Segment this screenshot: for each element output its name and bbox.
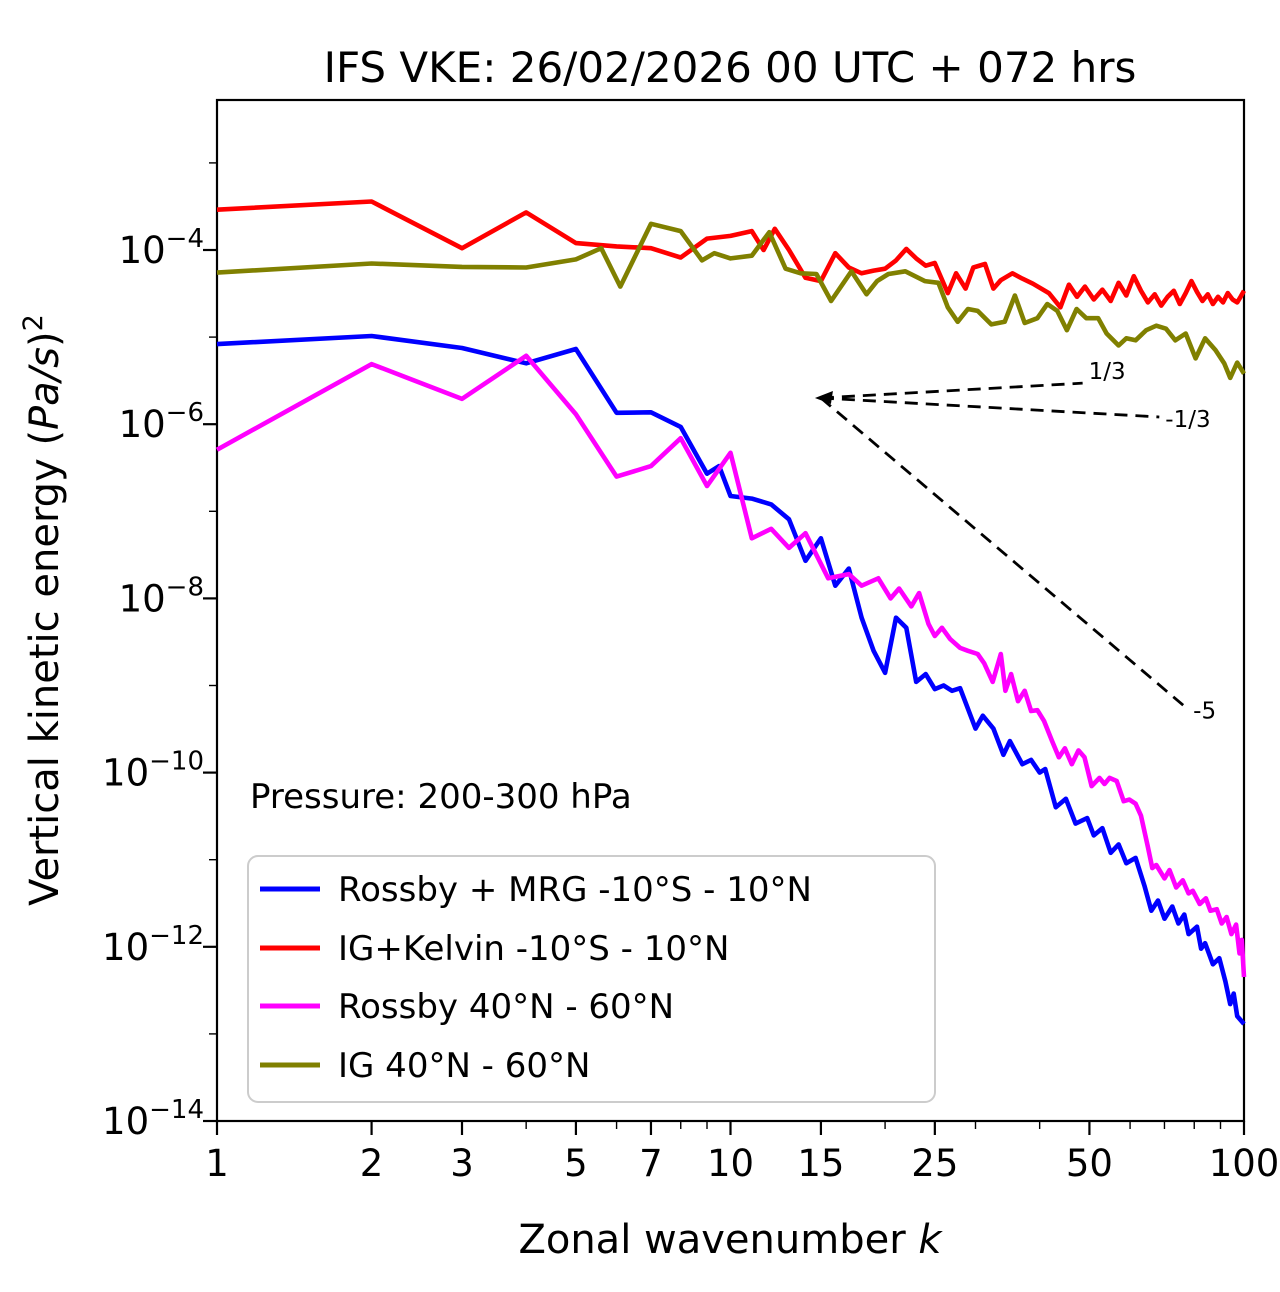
- curve-ig-kelvin-10-s-10-n: [216, 199, 1247, 310]
- x-tick-label: 2: [360, 1142, 384, 1185]
- y-tick-exponent: −14: [149, 1095, 204, 1125]
- slope-label-minus-five: -5: [1193, 699, 1216, 725]
- x-tick-label: 15: [797, 1142, 844, 1185]
- axis-ticks: 1 2 3 5 7 10 15 25 50 10010−410−610−810−1010−1210…: [102, 162, 1280, 1185]
- slope-guide-line: [820, 396, 1189, 710]
- y-tick-exponent: −8: [166, 572, 204, 602]
- y-tick-label: 10−14: [102, 1095, 204, 1143]
- x-tick-label: 1: [205, 1142, 229, 1185]
- y-tick-mantissa: 10: [119, 577, 166, 620]
- y-axis-label-text: Vertical kinetic energy (: [22, 430, 68, 906]
- x-tick-label: 25: [911, 1142, 958, 1185]
- x-axis-label-text: Zonal wavenumber: [518, 1217, 918, 1263]
- x-tick-label: 10: [707, 1142, 754, 1185]
- legend-label-rossby-midlat: Rossby 40°N - 60°N: [338, 987, 674, 1027]
- legend-box: [247, 855, 936, 1103]
- plot-frame: [215, 98, 1246, 1123]
- x-tick-label: 7: [639, 1142, 663, 1185]
- y-tick-label: 10−4: [119, 224, 204, 272]
- curve-rossby-mrg-10-s-10-n: [216, 333, 1246, 1026]
- y-tick-mantissa: 10: [102, 752, 149, 795]
- curve-rossby-40-n-60-n: [215, 353, 1247, 978]
- x-tick-label: 3: [450, 1142, 474, 1185]
- slope-guide-line: [820, 381, 1083, 400]
- y-tick-mantissa: 10: [102, 1100, 149, 1143]
- x-tick-label: 5: [564, 1142, 588, 1185]
- y-tick-label: 10−6: [119, 398, 204, 446]
- reference-slope-lines: [814, 381, 1189, 710]
- y-tick-mantissa: 10: [119, 229, 166, 272]
- slope-label-minus-one-third: -1/3: [1165, 407, 1210, 433]
- x-tick-label: 100: [1209, 1142, 1280, 1185]
- chart-title: IFS VKE: 26/02/2026 00 UTC + 072 hrs: [324, 43, 1137, 92]
- legend: Rossby + MRG -10°S - 10°N IG+Kelvin -10°…: [247, 855, 936, 1103]
- slope-label-one-third: 1/3: [1089, 359, 1126, 385]
- y-axis-label: Vertical kinetic energy (Pa/s)2: [18, 314, 68, 906]
- curve-ig-40-n-60-n: [216, 221, 1246, 381]
- x-tick-label: 50: [1066, 1142, 1113, 1185]
- reference-slope-labels: 1/3 -1/3 -5: [1089, 359, 1216, 724]
- y-tick-mantissa: 10: [119, 403, 166, 446]
- slope-origin-arrowhead: [814, 390, 833, 404]
- y-tick-label: 10−10: [102, 747, 204, 795]
- legend-label-rossby-mrg-tropics: Rossby + MRG -10°S - 10°N: [338, 870, 812, 910]
- x-axis-label: Zonal wavenumber k: [518, 1217, 943, 1263]
- y-tick-exponent: −10: [149, 747, 204, 777]
- y-tick-exponent: −12: [149, 921, 204, 951]
- y-tick-mantissa: 10: [102, 926, 149, 969]
- y-tick-label: 10−12: [102, 921, 204, 969]
- spectra-curves: [215, 199, 1247, 1026]
- y-tick-exponent: −6: [166, 398, 204, 428]
- pressure-note: Pressure: 200-300 hPa: [250, 777, 632, 817]
- y-axis-label-units: Pa/s: [22, 347, 68, 430]
- legend-label-ig-midlat: IG 40°N - 60°N: [338, 1046, 590, 1086]
- legend-swatches: [260, 886, 320, 1068]
- y-axis-label-exponent: 2: [18, 314, 49, 331]
- y-tick-exponent: −4: [166, 224, 204, 254]
- x-axis-label-variable: k: [918, 1217, 943, 1263]
- y-tick-label: 10−8: [119, 572, 204, 620]
- y-axis-label-close: ): [22, 331, 68, 347]
- slope-guide-line: [820, 396, 1160, 419]
- legend-label-ig-kelvin-tropics: IG+Kelvin -10°S - 10°N: [338, 929, 729, 969]
